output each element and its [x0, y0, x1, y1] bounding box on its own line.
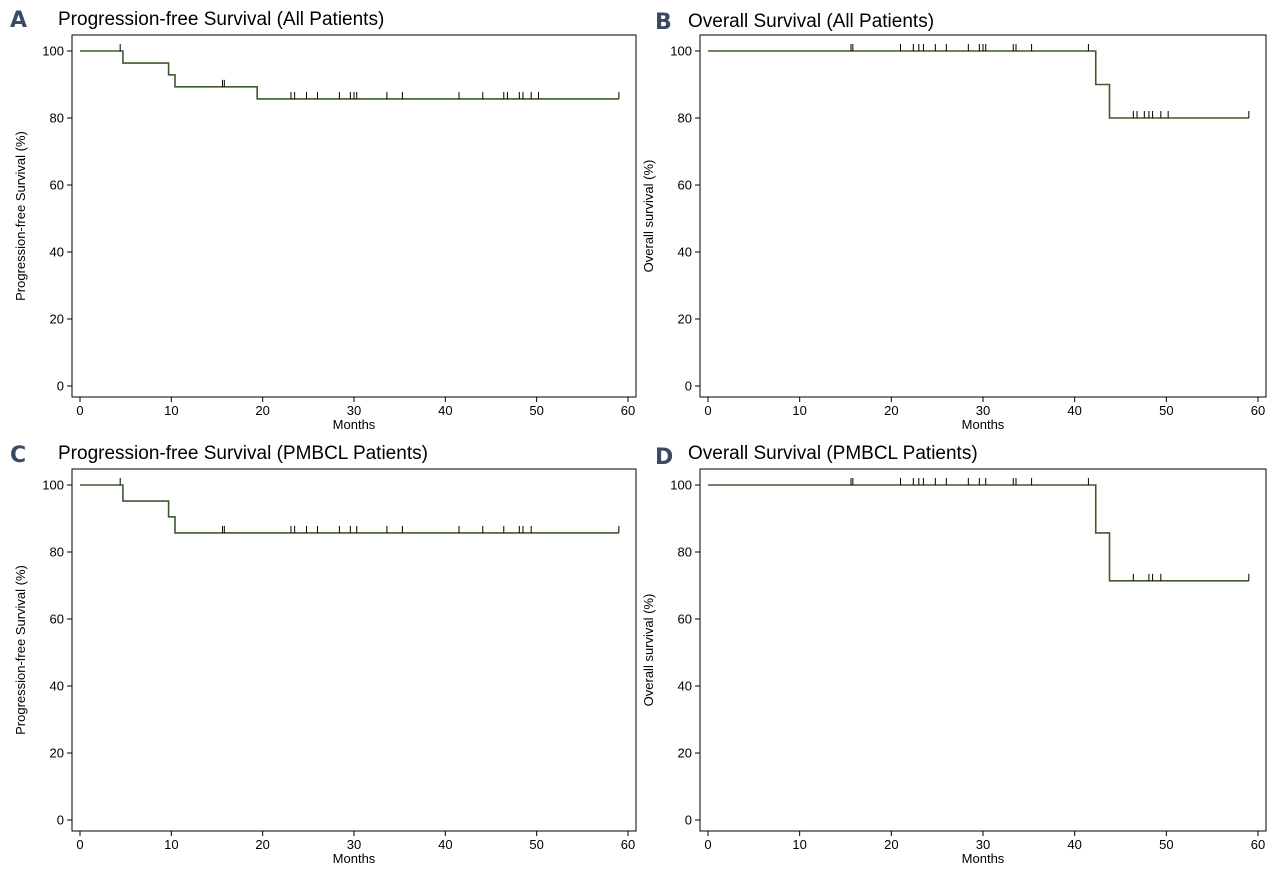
- x-tick-label: 0: [76, 837, 83, 852]
- y-tick-label: 40: [50, 245, 64, 260]
- survival-curve: [708, 484, 1249, 582]
- x-tick-label: 60: [621, 837, 635, 852]
- y-tick-label: 20: [678, 312, 692, 327]
- x-tick-label: 60: [1251, 837, 1265, 852]
- chart-title: Overall Survival (All Patients): [688, 11, 935, 32]
- y-tick-label: 20: [50, 746, 64, 761]
- survival-curve: [80, 50, 619, 100]
- y-axis-label: Progression-free Survival (%): [13, 131, 28, 301]
- y-tick-label: 80: [50, 545, 64, 560]
- survival-curve: [80, 484, 619, 534]
- y-tick-label: 20: [50, 312, 64, 327]
- x-tick-label: 30: [976, 403, 990, 418]
- x-tick-label: 50: [1159, 403, 1173, 418]
- x-tick-label: 20: [884, 837, 898, 852]
- x-tick-label: 60: [621, 403, 635, 418]
- x-tick-label: 10: [164, 837, 178, 852]
- y-tick-label: 0: [57, 379, 64, 394]
- panel-letter: D: [655, 445, 674, 470]
- y-tick-label: 80: [50, 111, 64, 126]
- x-tick-label: 40: [438, 403, 452, 418]
- y-tick-label: 100: [670, 478, 692, 493]
- x-tick-label: 30: [347, 837, 361, 852]
- x-tick-label: 50: [529, 837, 543, 852]
- y-tick-label: 40: [678, 245, 692, 260]
- y-axis-label: Overall survival (%): [641, 594, 656, 707]
- y-tick-label: 40: [50, 679, 64, 694]
- y-tick-label: 0: [685, 813, 692, 828]
- panel-letter: B: [655, 10, 672, 35]
- y-tick-label: 60: [50, 612, 64, 627]
- y-tick-label: 80: [678, 111, 692, 126]
- chart-title: Progression-free Survival (All Patients): [58, 9, 385, 30]
- x-tick-label: 20: [255, 403, 269, 418]
- x-tick-label: 20: [884, 403, 898, 418]
- panel-letter: A: [10, 8, 28, 33]
- y-tick-label: 60: [678, 612, 692, 627]
- x-tick-label: 0: [76, 403, 83, 418]
- y-tick-label: 60: [678, 178, 692, 193]
- y-axis-label: Overall survival (%): [641, 160, 656, 273]
- x-tick-label: 10: [792, 403, 806, 418]
- x-tick-label: 0: [704, 403, 711, 418]
- x-tick-label: 0: [704, 837, 711, 852]
- x-tick-label: 40: [1067, 403, 1081, 418]
- panel-letter: C: [10, 443, 27, 468]
- x-tick-label: 40: [1067, 837, 1081, 852]
- x-tick-label: 50: [1159, 837, 1173, 852]
- y-tick-label: 60: [50, 178, 64, 193]
- y-tick-label: 100: [42, 478, 64, 493]
- y-axis-label: Progression-free Survival (%): [13, 565, 28, 735]
- y-tick-label: 100: [42, 44, 64, 59]
- y-tick-label: 100: [670, 44, 692, 59]
- x-tick-label: 40: [438, 837, 452, 852]
- y-tick-label: 0: [685, 379, 692, 394]
- x-tick-label: 50: [529, 403, 543, 418]
- y-tick-label: 20: [678, 746, 692, 761]
- x-tick-label: 20: [255, 837, 269, 852]
- chart-title: Overall Survival (PMBCL Patients): [688, 443, 978, 464]
- y-tick-label: 0: [57, 813, 64, 828]
- x-axis-label: Months: [962, 851, 1005, 866]
- x-tick-label: 60: [1251, 403, 1265, 418]
- x-tick-label: 30: [347, 403, 361, 418]
- y-tick-label: 40: [678, 679, 692, 694]
- x-tick-label: 10: [164, 403, 178, 418]
- chart-title: Progression-free Survival (PMBCL Patient…: [58, 443, 428, 464]
- plot-frame: [699, 468, 1267, 832]
- x-axis-label: Months: [333, 851, 376, 866]
- x-axis-label: Months: [333, 417, 376, 432]
- x-tick-label: 30: [976, 837, 990, 852]
- x-axis-label: Months: [962, 417, 1005, 432]
- x-tick-label: 10: [792, 837, 806, 852]
- y-tick-label: 80: [678, 545, 692, 560]
